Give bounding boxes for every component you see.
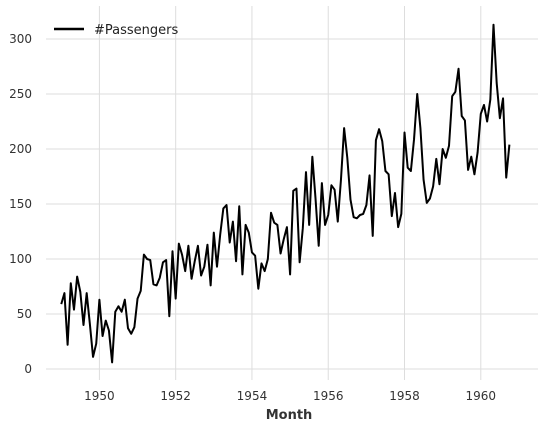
x-tick-label: 1958 — [389, 389, 420, 403]
y-tick-label: 200 — [9, 142, 32, 156]
y-tick-labels: 0 50 100 150 200 250 300 — [9, 32, 32, 376]
x-tick-label: 1950 — [84, 389, 115, 403]
y-gridlines — [46, 38, 538, 370]
series-group — [60, 23, 511, 364]
x-tick-label: 1960 — [466, 389, 497, 403]
y-tick-label: 100 — [9, 252, 32, 266]
y-tick-label: 150 — [9, 197, 32, 211]
y-tick-label: 250 — [9, 87, 32, 101]
x-tick-label: 1952 — [160, 389, 191, 403]
x-tick-labels: 1950 1952 1954 1956 1958 1960 — [84, 389, 496, 403]
x-tick-label: 1954 — [237, 389, 268, 403]
x-tick-label: 1956 — [313, 389, 344, 403]
y-tick-label: 0 — [24, 362, 32, 376]
y-tick-label: 300 — [9, 32, 32, 46]
x-gridlines — [98, 6, 482, 380]
series-line — [60, 23, 511, 364]
legend-label: #Passengers — [94, 23, 178, 38]
x-axis-title: Month — [266, 408, 313, 423]
y-tick-label: 50 — [17, 307, 32, 321]
legend: #Passengers — [54, 23, 178, 38]
